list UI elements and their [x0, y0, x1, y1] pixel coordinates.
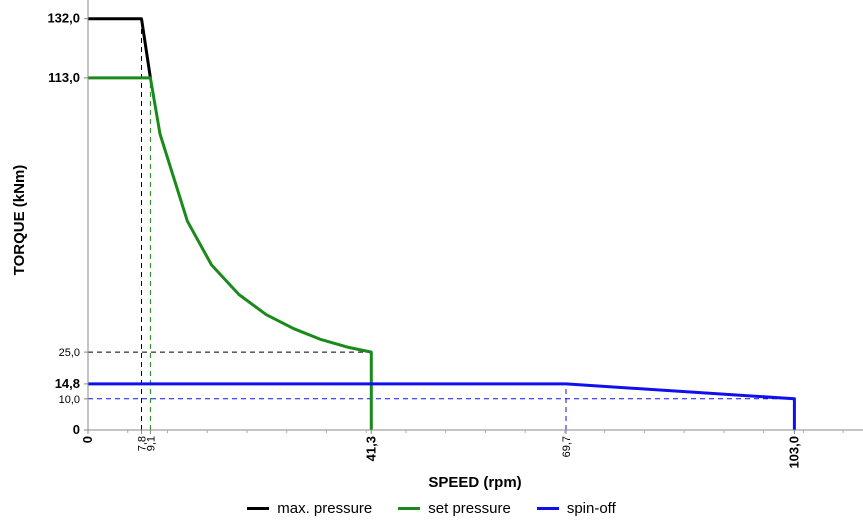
series-line-spin-off: [88, 382, 796, 430]
series-line-max-pressure: [88, 17, 152, 79]
chart-legend: max. pressure set pressure spin-off: [0, 500, 863, 517]
legend-label: set pressure: [428, 500, 511, 517]
y-tick-label: 132,0: [47, 11, 80, 26]
legend-swatch: [247, 507, 270, 510]
x-tick-label: 7,8: [136, 436, 148, 451]
y-tick-label: 0: [73, 422, 80, 437]
x-tick-label: 103,0: [786, 436, 801, 469]
y-tick-label: 25,0: [59, 347, 80, 359]
series-lines: [88, 17, 796, 430]
x-axis-title: SPEED (rpm): [428, 474, 521, 491]
tick-labels: 0 10,0 14,8 25,0 113,0 132,0 0 7,89,1 41,3 69,7 10…: [47, 11, 844, 469]
reference-lines: [88, 18, 795, 430]
x-tick-label: 0: [80, 436, 95, 443]
legend-item: max. pressure: [247, 500, 372, 517]
x-tick-label: 69,7: [561, 436, 573, 457]
y-axis-title: TORQUE (kNm): [11, 165, 28, 276]
y-tick-label: 14,8: [55, 376, 80, 391]
legend-label: max. pressure: [277, 500, 373, 517]
x-tick-label: 9,1: [145, 436, 157, 451]
axes: [87, 0, 863, 431]
legend-label: spin-off: [566, 500, 616, 517]
legend-swatch: [398, 507, 421, 510]
y-tick-label: 10,0: [59, 394, 80, 406]
legend-item: spin-off: [536, 500, 616, 517]
series-line-set-pressure: [88, 76, 373, 430]
y-tick-label: 113,0: [48, 70, 80, 85]
legend-item: set pressure: [398, 500, 511, 517]
legend-swatch: [536, 507, 559, 510]
x-tick-label: 41,3: [363, 436, 378, 461]
